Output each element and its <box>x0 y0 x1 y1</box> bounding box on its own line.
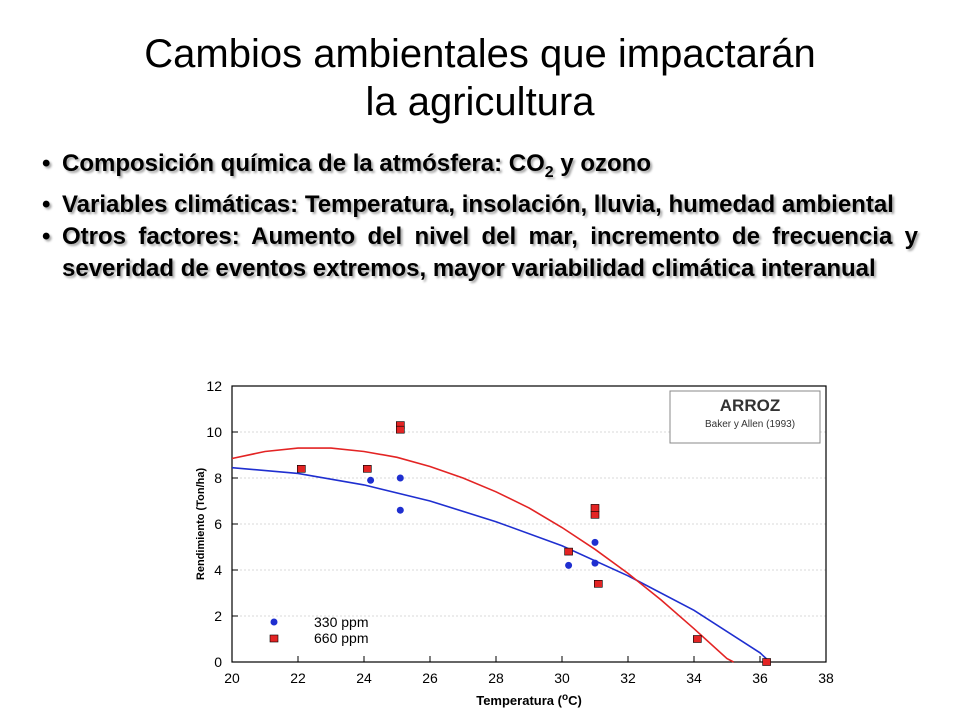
annotation-box: ARROZ Baker y Allen (1993) <box>669 390 821 444</box>
data-point-660 <box>590 504 600 512</box>
bullet-item-other-factors: Otros factores: Aumento del nivel del ma… <box>38 221 918 285</box>
x-tick-label: 24 <box>356 670 372 686</box>
x-tick-label: 20 <box>224 670 240 686</box>
data-point-330 <box>367 476 375 484</box>
data-point-660 <box>593 580 603 588</box>
chart-subtitle: Baker y Allen (1993) <box>705 419 795 430</box>
data-point-660 <box>692 635 702 643</box>
bullet-text-composition-post: y ozono <box>553 150 651 177</box>
bullet-item-composition: Composición química de la atmósfera: CO2… <box>38 148 918 189</box>
bullet-list: Composición química de la atmósfera: CO2… <box>38 148 918 285</box>
fit-curves <box>231 447 771 663</box>
x-tick-label: 36 <box>752 670 768 686</box>
data-point-660 <box>762 658 771 666</box>
gridlines <box>232 431 826 617</box>
legend-label-330: 330 ppm <box>314 614 368 630</box>
legend-marker-660 <box>269 634 279 643</box>
fit-curve-660 <box>231 447 734 663</box>
slide-title: Cambios ambientales que impactarán la ag… <box>0 30 960 126</box>
bullet-text-composition-pre: Composición química de la atmósfera: CO <box>62 150 545 177</box>
data-point-660 <box>396 425 405 434</box>
data-point-660 <box>564 547 573 556</box>
data-point-330 <box>591 538 599 546</box>
x-tick-label: 34 <box>686 670 702 686</box>
legend-label-660: 660 ppm <box>314 630 368 646</box>
legend-marker-330 <box>270 618 278 626</box>
degree-superscript: o <box>562 692 568 703</box>
data-point-660 <box>590 511 600 519</box>
x-tick-label: 26 <box>422 670 438 686</box>
x-tick-label: 22 <box>290 670 306 686</box>
data-points <box>297 421 771 666</box>
title-line-2: la agricultura <box>365 80 595 124</box>
chart-title: ARROZ <box>720 396 780 415</box>
y-tick-label: 2 <box>214 608 222 624</box>
x-tick-label: 38 <box>818 670 834 686</box>
bullet-item-climate-variables: Variables climáticas: Temperatura, insol… <box>38 189 918 221</box>
x-tick-label: 28 <box>488 670 504 686</box>
data-point-660 <box>363 465 372 473</box>
data-point-330 <box>396 506 404 514</box>
data-point-660 <box>297 465 306 473</box>
y-axis-label: Rendimiento (Ton/ha) <box>195 468 207 581</box>
rice-yield-chart: 0 2 4 6 8 10 12 20 22 24 26 28 30 32 34 36 38 Rendimient… <box>174 374 844 720</box>
fit-curve-330 <box>231 466 771 663</box>
data-point-330 <box>396 474 404 482</box>
y-tick-label: 6 <box>214 516 222 532</box>
y-tick-label: 10 <box>206 424 222 440</box>
y-tick-label: 12 <box>206 378 222 394</box>
x-tick-label: 30 <box>554 670 570 686</box>
data-point-330 <box>591 559 599 567</box>
y-tick-label: 0 <box>214 654 222 670</box>
y-tick-label: 8 <box>214 470 222 486</box>
celsius-unit: C) <box>568 693 582 708</box>
y-tick-label: 4 <box>214 562 222 578</box>
x-axis-label: Temperatura (oC) <box>476 692 582 708</box>
data-point-330 <box>565 561 573 569</box>
title-line-1: Cambios ambientales que impactarán <box>144 32 816 76</box>
annotation-frame <box>669 390 821 444</box>
legend: 330 ppm 660 ppm <box>269 614 368 646</box>
co2-subscript: 2 <box>544 163 554 181</box>
x-tick-label: 32 <box>620 670 636 686</box>
